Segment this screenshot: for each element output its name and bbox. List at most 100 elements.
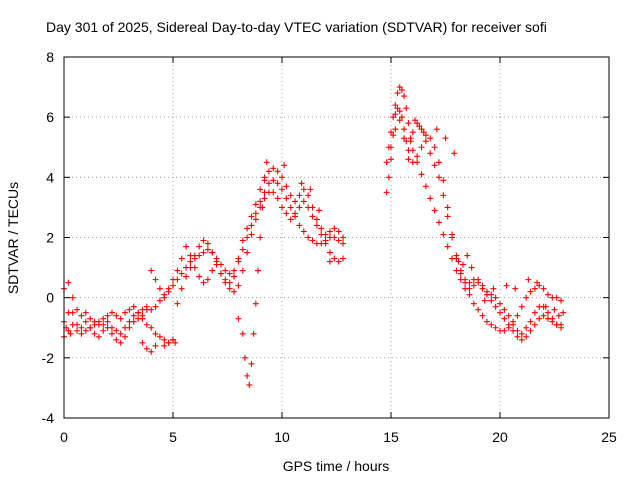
data-point xyxy=(470,282,477,289)
data-point xyxy=(108,330,115,337)
data-point xyxy=(274,195,281,202)
data-point xyxy=(497,300,503,307)
data-point xyxy=(544,291,551,298)
data-point xyxy=(322,240,329,247)
data-point xyxy=(143,345,150,352)
data-point xyxy=(287,192,294,199)
data-point xyxy=(449,231,456,238)
y-tick-label: -4 xyxy=(42,410,55,426)
data-point xyxy=(396,117,403,124)
data-point xyxy=(170,276,176,283)
data-point xyxy=(316,207,323,214)
data-point xyxy=(390,132,397,139)
data-point xyxy=(191,264,198,271)
data-point xyxy=(431,207,438,214)
data-series xyxy=(61,165,347,346)
data-point xyxy=(549,318,556,325)
data-point xyxy=(435,159,442,166)
data-point xyxy=(283,183,290,190)
data-point xyxy=(383,189,390,196)
data-point xyxy=(126,324,133,331)
data-point xyxy=(331,225,338,232)
y-tick-label: 2 xyxy=(46,230,54,246)
y-axis-label: SDTVAR / TECUs xyxy=(5,182,21,294)
data-point xyxy=(531,285,538,292)
data-point xyxy=(204,276,211,283)
data-point xyxy=(130,312,137,319)
data-point xyxy=(409,129,416,136)
data-point xyxy=(204,246,211,253)
data-point xyxy=(235,282,242,289)
data-point xyxy=(331,234,338,241)
data-point xyxy=(475,276,482,283)
data-point xyxy=(459,261,466,268)
data-point xyxy=(313,222,320,229)
data-point xyxy=(479,312,486,319)
data-point xyxy=(148,348,155,355)
data-point xyxy=(248,360,255,367)
y-tick-label: 4 xyxy=(46,169,54,185)
data-point xyxy=(78,312,85,319)
data-point xyxy=(104,324,111,331)
data-point xyxy=(307,186,314,193)
data-point xyxy=(531,309,538,316)
data-point xyxy=(139,312,146,319)
data-point xyxy=(69,309,76,316)
data-point xyxy=(518,330,525,337)
data-point xyxy=(305,192,312,199)
data-point xyxy=(427,195,434,202)
data-point xyxy=(483,291,490,298)
data-point xyxy=(525,276,532,283)
data-point xyxy=(135,315,142,322)
data-point xyxy=(440,192,447,199)
data-point xyxy=(313,216,320,223)
data-point xyxy=(87,315,94,322)
y-tick-label: 0 xyxy=(46,290,54,306)
data-point xyxy=(100,315,107,322)
data-point xyxy=(558,297,565,304)
data-point xyxy=(309,204,316,211)
data-point xyxy=(503,282,510,289)
data-series xyxy=(61,189,347,346)
data-point xyxy=(527,327,534,334)
data-point xyxy=(65,279,72,286)
data-point xyxy=(440,177,447,184)
data-point xyxy=(405,147,412,154)
data-point xyxy=(67,330,74,337)
data-point xyxy=(318,225,325,232)
data-point xyxy=(540,312,547,319)
data-point xyxy=(481,297,488,304)
data-point xyxy=(161,291,168,298)
data-point xyxy=(462,279,469,286)
data-point xyxy=(523,294,530,301)
data-point xyxy=(82,318,89,325)
data-point xyxy=(296,222,303,229)
data-point xyxy=(396,108,403,115)
data-point xyxy=(161,336,168,343)
data-point xyxy=(505,321,512,328)
data-point xyxy=(148,306,155,313)
data-point xyxy=(263,159,270,166)
data-point xyxy=(279,204,285,211)
data-point xyxy=(409,159,416,166)
data-point xyxy=(440,231,447,238)
data-point xyxy=(261,195,268,202)
data-point xyxy=(117,339,124,346)
data-point xyxy=(183,243,190,250)
data-point xyxy=(405,120,412,127)
tick-layer: 0 5 10 15 20 25 -4 -2 0 2 4 6 8 xyxy=(42,49,617,445)
data-point xyxy=(281,162,288,169)
data-point xyxy=(340,240,347,247)
data-point xyxy=(483,318,490,325)
data-point xyxy=(531,321,538,328)
data-point xyxy=(244,372,251,379)
data-point xyxy=(388,129,394,136)
data-point xyxy=(514,333,521,340)
x-tick-label: 0 xyxy=(60,429,68,445)
data-point xyxy=(305,234,312,241)
data-point xyxy=(300,186,307,193)
data-point xyxy=(553,294,560,301)
data-point xyxy=(407,138,414,145)
data-point xyxy=(544,315,551,322)
data-point xyxy=(170,336,176,343)
